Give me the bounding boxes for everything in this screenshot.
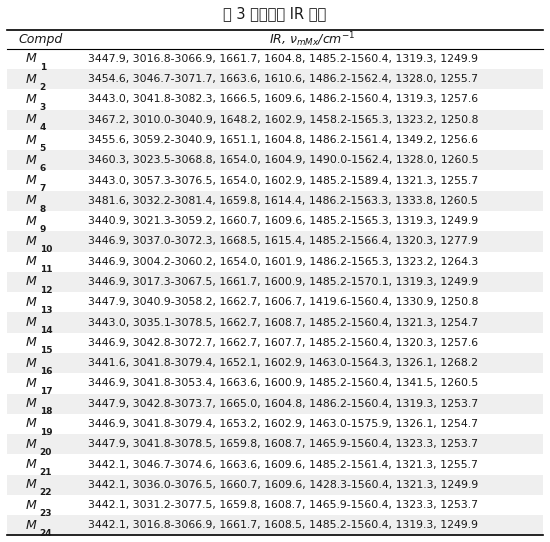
Text: 3447.9, 3016.8-3066.9, 1661.7, 1604.8, 1485.2-1560.4, 1319.3, 1249.9: 3447.9, 3016.8-3066.9, 1661.7, 1604.8, 1… <box>88 54 478 64</box>
Bar <box>7 231 543 251</box>
Text: 3481.6, 3032.2-3081.4, 1659.8, 1614.4, 1486.2-1563.3, 1333.8, 1260.5: 3481.6, 3032.2-3081.4, 1659.8, 1614.4, 1… <box>88 196 478 206</box>
Text: $\mathbf{\mathit{M}}$: $\mathbf{\mathit{M}}$ <box>25 113 38 126</box>
Text: 3: 3 <box>40 103 46 112</box>
Text: $\mathbf{\mathit{M}}$: $\mathbf{\mathit{M}}$ <box>25 458 38 471</box>
Bar <box>7 393 543 414</box>
Text: 3440.9, 3021.3-3059.2, 1660.7, 1609.6, 1485.2-1565.3, 1319.3, 1249.9: 3440.9, 3021.3-3059.2, 1660.7, 1609.6, 1… <box>88 216 478 226</box>
Bar <box>7 272 543 292</box>
Bar <box>7 109 543 130</box>
Text: $\mathbf{\mathit{M}}$: $\mathbf{\mathit{M}}$ <box>25 53 38 66</box>
Text: 17: 17 <box>40 387 52 396</box>
Text: 19: 19 <box>40 428 52 437</box>
Text: 7: 7 <box>40 184 46 193</box>
Text: 23: 23 <box>40 509 52 518</box>
Text: 21: 21 <box>40 468 52 477</box>
Text: 3443.0, 3041.8-3082.3, 1666.5, 1609.6, 1486.2-1560.4, 1319.3, 1257.6: 3443.0, 3041.8-3082.3, 1666.5, 1609.6, 1… <box>88 94 478 105</box>
Text: 8: 8 <box>40 204 46 214</box>
Text: $\mathbf{\mathit{M}}$: $\mathbf{\mathit{M}}$ <box>25 275 38 288</box>
Text: 3442.1, 3031.2-3077.5, 1659.8, 1608.7, 1465.9-1560.4, 1323.3, 1253.7: 3442.1, 3031.2-3077.5, 1659.8, 1608.7, 1… <box>88 500 478 510</box>
Text: 3443.0, 3057.3-3076.5, 1654.0, 1602.9, 1485.2-1589.4, 1321.3, 1255.7: 3443.0, 3057.3-3076.5, 1654.0, 1602.9, 1… <box>88 176 478 185</box>
Text: 24: 24 <box>40 529 52 538</box>
Text: $\mathbf{\mathit{M}}$: $\mathbf{\mathit{M}}$ <box>25 174 38 187</box>
Text: $\mathbf{\mathit{M}}$: $\mathbf{\mathit{M}}$ <box>25 377 38 390</box>
Bar <box>7 515 543 535</box>
Text: $\mathbf{\mathit{M}}$: $\mathbf{\mathit{M}}$ <box>25 133 38 146</box>
Text: $\mathbf{\mathit{M}}$: $\mathbf{\mathit{M}}$ <box>25 337 38 350</box>
Text: 3447.9, 3041.8-3078.5, 1659.8, 1608.7, 1465.9-1560.4, 1323.3, 1253.7: 3447.9, 3041.8-3078.5, 1659.8, 1608.7, 1… <box>88 439 478 449</box>
Text: 15: 15 <box>40 346 52 356</box>
Text: 3446.9, 3041.8-3053.4, 1663.6, 1600.9, 1485.2-1560.4, 1341.5, 1260.5: 3446.9, 3041.8-3053.4, 1663.6, 1600.9, 1… <box>88 378 478 389</box>
Text: $\mathbf{\mathit{M}}$: $\mathbf{\mathit{M}}$ <box>25 316 38 329</box>
Bar <box>7 475 543 495</box>
Text: $\mathbf{\mathit{M}}$: $\mathbf{\mathit{M}}$ <box>25 438 38 451</box>
Text: $\mathbf{\mathit{M}}$: $\mathbf{\mathit{M}}$ <box>25 154 38 167</box>
Text: 5: 5 <box>40 144 46 153</box>
Text: 18: 18 <box>40 408 52 416</box>
Text: $\mathbf{\mathit{M}}$: $\mathbf{\mathit{M}}$ <box>25 235 38 248</box>
Text: 2: 2 <box>40 83 46 92</box>
Text: $\mathbf{\mathit{M}}$: $\mathbf{\mathit{M}}$ <box>25 255 38 268</box>
Text: 4: 4 <box>40 124 46 132</box>
Text: $\mathbf{\mathit{M}}$: $\mathbf{\mathit{M}}$ <box>25 417 38 430</box>
Text: 20: 20 <box>40 448 52 457</box>
Text: 3446.9, 3004.2-3060.2, 1654.0, 1601.9, 1486.2-1565.3, 1323.2, 1264.3: 3446.9, 3004.2-3060.2, 1654.0, 1601.9, 1… <box>88 257 478 267</box>
Text: 1: 1 <box>40 62 46 72</box>
Text: 14: 14 <box>40 326 52 335</box>
Text: $\mathbf{\mathit{M}}$: $\mathbf{\mathit{M}}$ <box>25 93 38 106</box>
Text: IR, $\it{\nu}_{\mathregular{mMx}}$/cm$^{-1}$: IR, $\it{\nu}_{\mathregular{mMx}}$/cm$^{… <box>269 30 356 49</box>
Text: 3443.0, 3035.1-3078.5, 1662.7, 1608.7, 1485.2-1560.4, 1321.3, 1254.7: 3443.0, 3035.1-3078.5, 1662.7, 1608.7, 1… <box>88 318 478 327</box>
Text: $\mathbf{\mathit{M}}$: $\mathbf{\mathit{M}}$ <box>25 215 38 228</box>
Text: 22: 22 <box>40 488 52 498</box>
Text: 3454.6, 3046.7-3071.7, 1663.6, 1610.6, 1486.2-1562.4, 1328.0, 1255.7: 3454.6, 3046.7-3071.7, 1663.6, 1610.6, 1… <box>88 74 478 84</box>
Text: 3446.9, 3037.0-3072.3, 1668.5, 1615.4, 1485.2-1566.4, 1320.3, 1277.9: 3446.9, 3037.0-3072.3, 1668.5, 1615.4, 1… <box>88 236 478 247</box>
Text: 3460.3, 3023.5-3068.8, 1654.0, 1604.9, 1490.0-1562.4, 1328.0, 1260.5: 3460.3, 3023.5-3068.8, 1654.0, 1604.9, 1… <box>88 156 478 165</box>
Text: $\mathbf{\mathit{M}}$: $\mathbf{\mathit{M}}$ <box>25 195 38 208</box>
Text: 表 3 化合物的 IR 数据: 表 3 化合物的 IR 数据 <box>223 6 327 21</box>
Bar <box>7 191 543 211</box>
Text: 9: 9 <box>40 225 46 234</box>
Bar <box>7 434 543 454</box>
Text: 3442.1, 3016.8-3066.9, 1661.7, 1608.5, 1485.2-1560.4, 1319.3, 1249.9: 3442.1, 3016.8-3066.9, 1661.7, 1608.5, 1… <box>88 520 478 531</box>
Text: 3467.2, 3010.0-3040.9, 1648.2, 1602.9, 1458.2-1565.3, 1323.2, 1250.8: 3467.2, 3010.0-3040.9, 1648.2, 1602.9, 1… <box>88 115 478 125</box>
Bar <box>7 353 543 373</box>
Bar <box>7 312 543 333</box>
Text: 12: 12 <box>40 286 52 295</box>
Text: 3442.1, 3036.0-3076.5, 1660.7, 1609.6, 1428.3-1560.4, 1321.3, 1249.9: 3442.1, 3036.0-3076.5, 1660.7, 1609.6, 1… <box>88 480 478 490</box>
Text: 6: 6 <box>40 164 46 173</box>
Text: $\mathbf{\mathit{M}}$: $\mathbf{\mathit{M}}$ <box>25 296 38 309</box>
Text: 3446.9, 3042.8-3072.7, 1662.7, 1607.7, 1485.2-1560.4, 1320.3, 1257.6: 3446.9, 3042.8-3072.7, 1662.7, 1607.7, 1… <box>88 338 478 348</box>
Text: 13: 13 <box>40 306 52 315</box>
Text: $\mathbf{\mathit{M}}$: $\mathbf{\mathit{M}}$ <box>25 478 38 491</box>
Bar <box>7 150 543 170</box>
Text: 11: 11 <box>40 266 52 274</box>
Text: Compd: Compd <box>19 33 63 46</box>
Text: $\mathbf{\mathit{M}}$: $\mathbf{\mathit{M}}$ <box>25 397 38 410</box>
Bar <box>7 69 543 89</box>
Text: 3442.1, 3046.7-3074.6, 1663.6, 1609.6, 1485.2-1561.4, 1321.3, 1255.7: 3442.1, 3046.7-3074.6, 1663.6, 1609.6, 1… <box>88 460 478 469</box>
Text: 3446.9, 3017.3-3067.5, 1661.7, 1600.9, 1485.2-1570.1, 1319.3, 1249.9: 3446.9, 3017.3-3067.5, 1661.7, 1600.9, 1… <box>88 277 478 287</box>
Text: 3446.9, 3041.8-3079.4, 1653.2, 1602.9, 1463.0-1575.9, 1326.1, 1254.7: 3446.9, 3041.8-3079.4, 1653.2, 1602.9, 1… <box>88 419 478 429</box>
Text: $\mathbf{\mathit{M}}$: $\mathbf{\mathit{M}}$ <box>25 499 38 512</box>
Text: 3441.6, 3041.8-3079.4, 1652.1, 1602.9, 1463.0-1564.3, 1326.1, 1268.2: 3441.6, 3041.8-3079.4, 1652.1, 1602.9, 1… <box>88 358 478 368</box>
Text: $\mathbf{\mathit{M}}$: $\mathbf{\mathit{M}}$ <box>25 73 38 86</box>
Text: 10: 10 <box>40 245 52 254</box>
Text: $\mathbf{\mathit{M}}$: $\mathbf{\mathit{M}}$ <box>25 357 38 370</box>
Text: $\mathbf{\mathit{M}}$: $\mathbf{\mathit{M}}$ <box>25 519 38 532</box>
Text: 3455.6, 3059.2-3040.9, 1651.1, 1604.8, 1486.2-1561.4, 1349.2, 1256.6: 3455.6, 3059.2-3040.9, 1651.1, 1604.8, 1… <box>88 135 478 145</box>
Text: 16: 16 <box>40 367 52 376</box>
Text: 3447.9, 3040.9-3058.2, 1662.7, 1606.7, 1419.6-1560.4, 1330.9, 1250.8: 3447.9, 3040.9-3058.2, 1662.7, 1606.7, 1… <box>88 297 478 307</box>
Text: 3447.9, 3042.8-3073.7, 1665.0, 1604.8, 1486.2-1560.4, 1319.3, 1253.7: 3447.9, 3042.8-3073.7, 1665.0, 1604.8, 1… <box>88 399 478 409</box>
